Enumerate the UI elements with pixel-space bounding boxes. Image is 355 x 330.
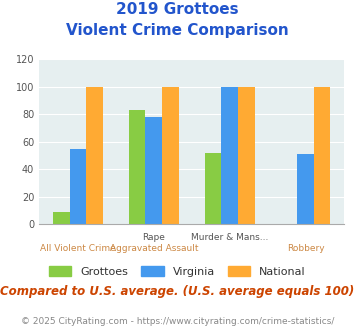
Bar (204, 153, 221, 224)
Bar (314, 87, 331, 224)
Bar (86, 87, 103, 224)
Bar (53, 212, 70, 224)
Bar (238, 87, 255, 224)
Text: Aggravated Assault: Aggravated Assault (110, 244, 198, 253)
Text: Robbery: Robbery (286, 244, 324, 253)
Text: All Violent Crime: All Violent Crime (40, 244, 116, 253)
Text: Rape: Rape (142, 233, 165, 242)
Bar (70, 149, 86, 224)
Text: Murder & Mans...: Murder & Mans... (191, 233, 268, 242)
Bar (146, 117, 162, 224)
Text: Violent Crime Comparison: Violent Crime Comparison (66, 23, 289, 38)
Text: 2019 Grottoes: 2019 Grottoes (116, 2, 239, 16)
Bar (129, 110, 146, 224)
Text: © 2025 CityRating.com - https://www.cityrating.com/crime-statistics/: © 2025 CityRating.com - https://www.city… (21, 317, 334, 326)
Bar (297, 154, 314, 224)
Bar (162, 87, 179, 224)
Legend: Grottoes, Virginia, National: Grottoes, Virginia, National (45, 261, 310, 281)
Text: Compared to U.S. average. (U.S. average equals 100): Compared to U.S. average. (U.S. average … (0, 285, 355, 298)
Bar (221, 87, 238, 224)
